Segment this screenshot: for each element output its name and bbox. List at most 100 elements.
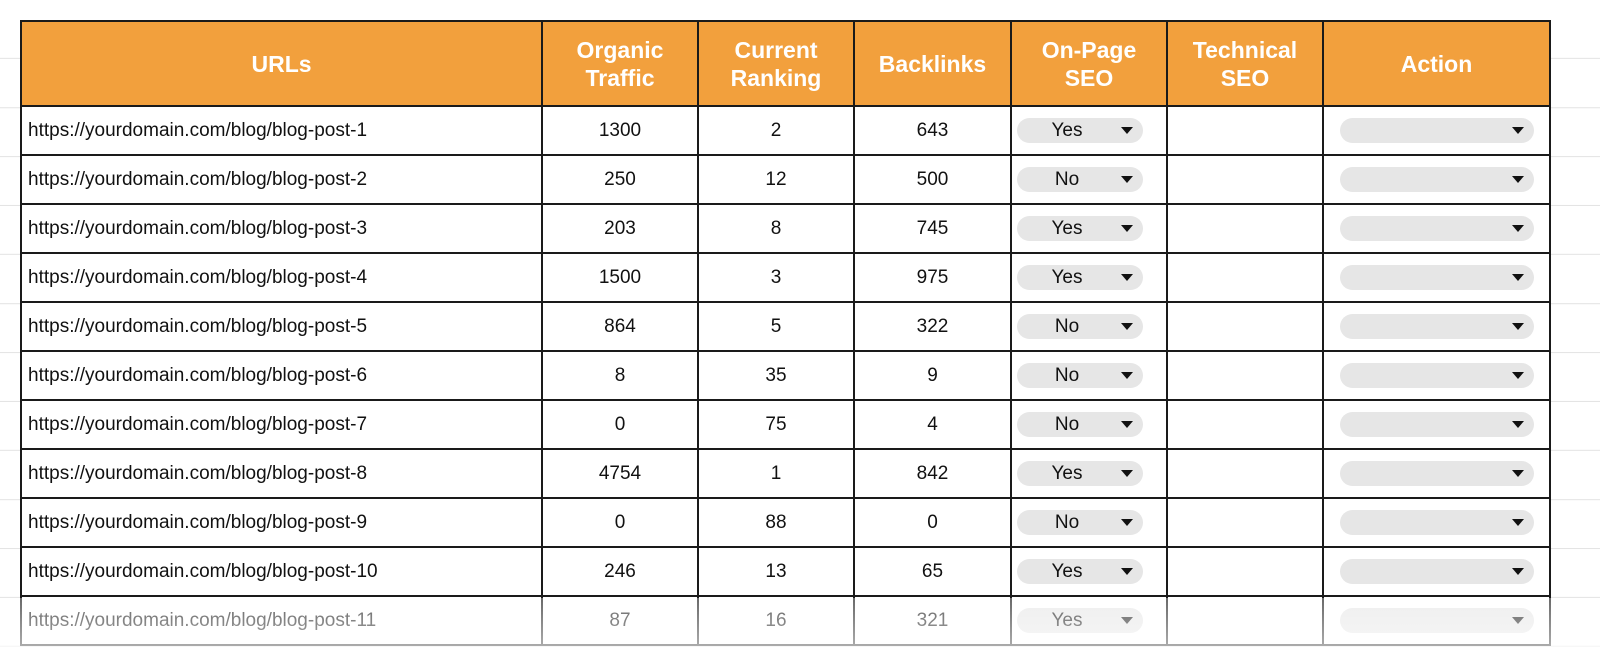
dropdown[interactable]: Yes <box>1017 118 1143 143</box>
dropdown-value: Yes <box>1051 266 1083 288</box>
dropdown-value: No <box>1054 413 1080 435</box>
dropdown-arrow <box>1511 617 1524 624</box>
number-cell: 250 <box>541 154 699 205</box>
dropdown[interactable] <box>1339 314 1534 339</box>
dropdown-arrow <box>1121 421 1133 428</box>
table-body: https://yourdomain.com/blog/blog-post-1 1… <box>20 105 1551 646</box>
url-cell: https://yourdomain.com/blog/blog-post-2 <box>20 154 543 205</box>
seo-table: URLs Organic Traffic Current Ranking Backli… <box>20 20 1551 646</box>
number-cell: 88 <box>697 497 855 548</box>
on-page-seo-cell: No <box>1010 399 1168 450</box>
dropdown-arrow <box>1121 470 1133 477</box>
technical-seo-cell <box>1166 252 1324 303</box>
dropdown-arrow <box>1121 323 1133 330</box>
url-cell: https://yourdomain.com/blog/blog-post-5 <box>20 301 543 352</box>
dropdown-value: No <box>1054 364 1080 386</box>
dropdown[interactable]: Yes <box>1017 608 1143 633</box>
on-page-seo-cell: No <box>1010 350 1168 401</box>
technical-seo-cell <box>1166 595 1324 646</box>
column-header: On-Page SEO <box>1010 20 1168 107</box>
action-cell <box>1322 350 1551 401</box>
number-cell: 13 <box>697 546 855 597</box>
column-header: Backlinks <box>853 20 1012 107</box>
dropdown-arrow <box>1511 323 1524 330</box>
number-cell: 321 <box>853 595 1012 646</box>
number-cell: 65 <box>853 546 1012 597</box>
technical-seo-cell <box>1166 350 1324 401</box>
number-cell: 203 <box>541 203 699 254</box>
number-cell: 9 <box>853 350 1012 401</box>
url-cell: https://yourdomain.com/blog/blog-post-10 <box>20 546 543 597</box>
dropdown[interactable] <box>1339 265 1534 290</box>
on-page-seo-cell: Yes <box>1010 203 1168 254</box>
dropdown[interactable]: Yes <box>1017 216 1143 241</box>
number-cell: 500 <box>853 154 1012 205</box>
number-cell: 1300 <box>541 105 699 156</box>
on-page-seo-cell: Yes <box>1010 595 1168 646</box>
number-cell: 246 <box>541 546 699 597</box>
action-cell <box>1322 595 1551 646</box>
technical-seo-cell <box>1166 399 1324 450</box>
number-cell: 975 <box>853 252 1012 303</box>
dropdown[interactable]: No <box>1017 167 1143 192</box>
dropdown-value: No <box>1054 315 1080 337</box>
column-header: Current Ranking <box>697 20 855 107</box>
dropdown[interactable]: No <box>1017 412 1143 437</box>
dropdown-value: Yes <box>1051 560 1083 582</box>
dropdown-value: Yes <box>1051 462 1083 484</box>
table-row: https://yourdomain.com/blog/blog-post-9 0… <box>20 497 1551 548</box>
dropdown[interactable]: No <box>1017 510 1143 535</box>
dropdown[interactable] <box>1339 510 1534 535</box>
url-cell: https://yourdomain.com/blog/blog-post-4 <box>20 252 543 303</box>
action-cell <box>1322 105 1551 156</box>
dropdown[interactable]: No <box>1017 314 1143 339</box>
dropdown[interactable] <box>1339 608 1534 633</box>
column-header: Action <box>1322 20 1551 107</box>
number-cell: 87 <box>541 595 699 646</box>
technical-seo-cell <box>1166 448 1324 499</box>
dropdown[interactable]: No <box>1017 363 1143 388</box>
technical-seo-cell <box>1166 546 1324 597</box>
table-row: https://yourdomain.com/blog/blog-post-11… <box>20 595 1551 646</box>
dropdown[interactable] <box>1339 559 1534 584</box>
on-page-seo-cell: No <box>1010 301 1168 352</box>
action-cell <box>1322 154 1551 205</box>
dropdown[interactable]: Yes <box>1017 461 1143 486</box>
dropdown-arrow <box>1511 568 1524 575</box>
number-cell: 2 <box>697 105 855 156</box>
number-cell: 322 <box>853 301 1012 352</box>
dropdown-value: Yes <box>1051 609 1083 631</box>
table-row: https://yourdomain.com/blog/blog-post-8 4… <box>20 448 1551 499</box>
dropdown-arrow <box>1121 274 1133 281</box>
number-cell: 12 <box>697 154 855 205</box>
dropdown[interactable] <box>1339 167 1534 192</box>
number-cell: 864 <box>541 301 699 352</box>
dropdown[interactable] <box>1339 363 1534 388</box>
dropdown[interactable] <box>1339 216 1534 241</box>
dropdown[interactable]: Yes <box>1017 559 1143 584</box>
dropdown[interactable]: Yes <box>1017 265 1143 290</box>
technical-seo-cell <box>1166 301 1324 352</box>
number-cell: 8 <box>541 350 699 401</box>
dropdown-arrow <box>1511 176 1524 183</box>
column-header: Technical SEO <box>1166 20 1324 107</box>
dropdown[interactable] <box>1339 118 1534 143</box>
dropdown[interactable] <box>1339 461 1534 486</box>
url-cell: https://yourdomain.com/blog/blog-post-9 <box>20 497 543 548</box>
table-row: https://yourdomain.com/blog/blog-post-2 2… <box>20 154 1551 205</box>
on-page-seo-cell: Yes <box>1010 252 1168 303</box>
number-cell: 8 <box>697 203 855 254</box>
on-page-seo-cell: No <box>1010 154 1168 205</box>
url-cell: https://yourdomain.com/blog/blog-post-6 <box>20 350 543 401</box>
dropdown-arrow <box>1511 470 1524 477</box>
dropdown[interactable] <box>1339 412 1534 437</box>
number-cell: 16 <box>697 595 855 646</box>
number-cell: 745 <box>853 203 1012 254</box>
table-row: https://yourdomain.com/blog/blog-post-5 8… <box>20 301 1551 352</box>
dropdown-arrow <box>1511 421 1524 428</box>
dropdown-arrow <box>1121 519 1133 526</box>
action-cell <box>1322 399 1551 450</box>
technical-seo-cell <box>1166 497 1324 548</box>
dropdown-value: Yes <box>1051 217 1083 239</box>
